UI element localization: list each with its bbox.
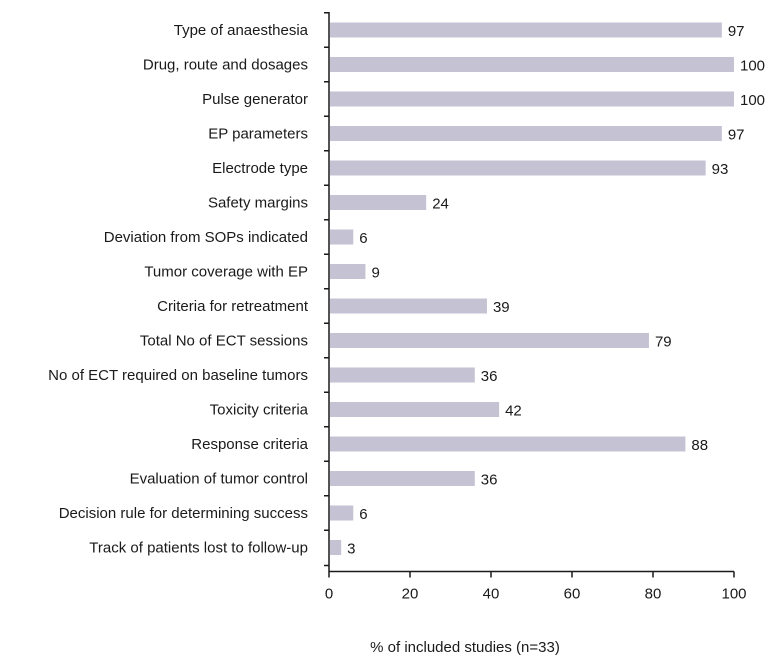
category-label: Drug, route and dosages — [143, 57, 308, 74]
bar — [330, 402, 500, 417]
bar — [330, 471, 475, 486]
bar — [330, 264, 366, 279]
category-label: Type of anaesthesia — [174, 22, 309, 39]
value-label: 97 — [728, 23, 745, 40]
x-tick-label: 20 — [402, 586, 419, 603]
category-label: Decision rule for determining success — [59, 505, 308, 522]
category-label: Criteria for retreatment — [157, 298, 309, 315]
x-axis-ticks: 0 20 40 60 80 100 — [325, 571, 747, 603]
value-label: 88 — [691, 437, 708, 454]
bar — [330, 229, 354, 245]
value-label: 36 — [481, 368, 498, 385]
x-tick-label: 40 — [483, 586, 500, 603]
bar — [330, 126, 722, 141]
category-label: Response criteria — [191, 436, 308, 453]
value-label: 79 — [655, 334, 672, 351]
bar — [330, 91, 734, 107]
bar — [330, 367, 475, 383]
y-axis-ticks — [324, 12, 329, 567]
category-label: No of ECT required on baseline tumors — [48, 367, 308, 384]
value-label: 36 — [481, 472, 498, 489]
x-axis-title: % of included studies (n=33) — [370, 639, 560, 656]
bar — [330, 436, 686, 452]
x-tick-label: 60 — [564, 586, 581, 603]
bar — [330, 540, 342, 555]
value-label: 6 — [359, 506, 367, 523]
value-labels: 97 100 100 97 93 24 6 9 39 79 36 42 88 36 6 3 — [347, 23, 765, 558]
value-label: 24 — [432, 196, 449, 213]
bar — [330, 57, 734, 72]
category-label: Toxicity criteria — [210, 402, 309, 419]
value-label: 6 — [359, 230, 367, 247]
bar — [330, 298, 487, 314]
category-label: Electrode type — [212, 160, 308, 177]
bars-group — [330, 22, 734, 555]
category-label: Evaluation of tumor control — [130, 471, 308, 488]
bar — [330, 505, 354, 521]
category-label: Safety margins — [208, 195, 308, 212]
x-tick-label: 0 — [325, 586, 333, 603]
bar — [330, 333, 649, 348]
bar — [330, 160, 706, 176]
value-label: 100 — [740, 92, 765, 109]
bar — [330, 22, 722, 38]
category-label: Pulse generator — [202, 91, 308, 108]
x-tick-label: 80 — [645, 586, 662, 603]
category-labels: Type of anaesthesia Drug, route and dosag… — [48, 22, 309, 557]
category-label: Track of patients lost to follow-up — [89, 540, 308, 557]
value-label: 97 — [728, 127, 745, 144]
value-label: 9 — [371, 265, 379, 282]
value-label: 42 — [505, 403, 522, 420]
bar — [330, 195, 427, 210]
category-label: Tumor coverage with EP — [144, 264, 308, 281]
category-label: Deviation from SOPs indicated — [104, 229, 308, 246]
category-label: Total No of ECT sessions — [140, 333, 308, 350]
x-tick-label: 100 — [721, 586, 746, 603]
value-label: 93 — [712, 161, 729, 178]
category-label: EP parameters — [208, 126, 308, 143]
value-label: 39 — [493, 299, 510, 316]
value-label: 100 — [740, 58, 765, 75]
value-label: 3 — [347, 541, 355, 558]
